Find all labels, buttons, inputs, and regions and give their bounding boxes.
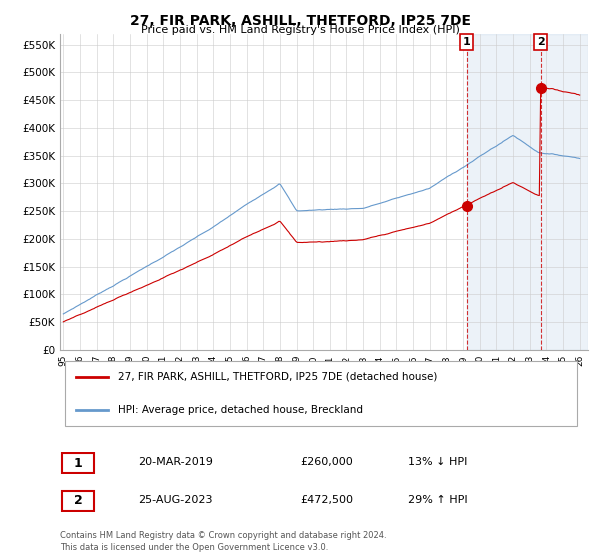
Text: 13% ↓ HPI: 13% ↓ HPI	[408, 457, 467, 467]
Text: 2: 2	[536, 37, 544, 47]
Text: 20-MAR-2019: 20-MAR-2019	[138, 457, 213, 467]
Text: HPI: Average price, detached house, Breckland: HPI: Average price, detached house, Brec…	[118, 405, 363, 415]
Text: 1: 1	[74, 456, 82, 470]
Text: £472,500: £472,500	[300, 494, 353, 505]
Text: £260,000: £260,000	[300, 457, 353, 467]
Text: Contains HM Land Registry data © Crown copyright and database right 2024.
This d: Contains HM Land Registry data © Crown c…	[60, 531, 386, 552]
Text: 1: 1	[463, 37, 470, 47]
Text: 2: 2	[74, 494, 82, 507]
FancyBboxPatch shape	[62, 453, 94, 473]
Text: 27, FIR PARK, ASHILL, THETFORD, IP25 7DE: 27, FIR PARK, ASHILL, THETFORD, IP25 7DE	[130, 14, 470, 28]
Text: 25-AUG-2023: 25-AUG-2023	[138, 494, 212, 505]
Bar	[467, 34, 588, 350]
FancyBboxPatch shape	[65, 361, 577, 427]
FancyBboxPatch shape	[62, 491, 94, 511]
Text: 29% ↑ HPI: 29% ↑ HPI	[408, 494, 467, 505]
Text: 27, FIR PARK, ASHILL, THETFORD, IP25 7DE (detached house): 27, FIR PARK, ASHILL, THETFORD, IP25 7DE…	[118, 372, 437, 382]
Text: Price paid vs. HM Land Registry's House Price Index (HPI): Price paid vs. HM Land Registry's House …	[140, 25, 460, 35]
